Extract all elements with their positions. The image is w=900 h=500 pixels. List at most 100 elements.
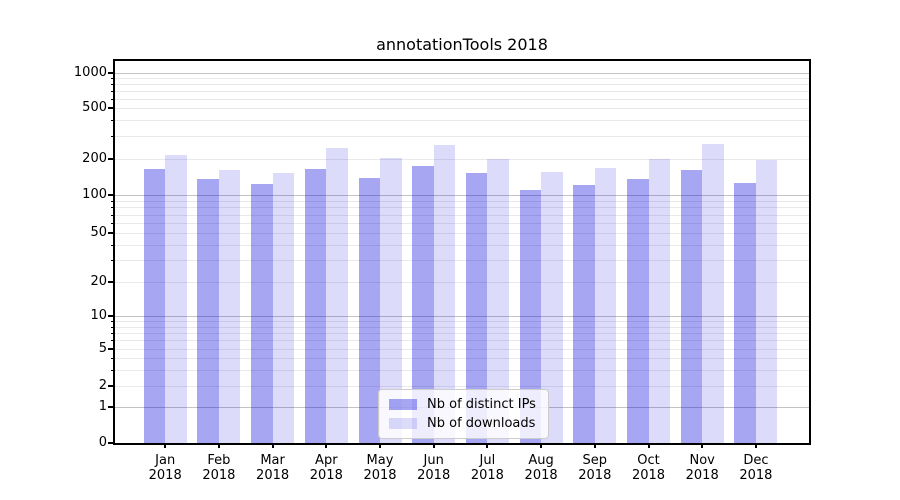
y-tick-mark	[108, 442, 115, 444]
y-tick-label: 2	[98, 378, 107, 393]
bar-distinct-ips-nov	[680, 170, 703, 443]
x-tick-mark	[325, 443, 328, 448]
y-minor-tick-mark	[111, 90, 115, 92]
bar-downloads-apr	[326, 148, 348, 443]
legend-swatch-downloads	[389, 418, 417, 429]
y-gridline	[115, 158, 809, 160]
x-tick-label: Nov 2018	[685, 453, 719, 483]
bar-distinct-ips-oct	[627, 179, 649, 443]
y-minor-tick-mark	[111, 358, 115, 359]
y-minor-gridline	[115, 90, 809, 92]
x-tick-label: Apr 2018	[309, 453, 343, 483]
bar-distinct-ips-feb	[197, 178, 219, 443]
y-minor-tick-mark	[111, 136, 115, 138]
y-minor-gridline	[115, 369, 809, 371]
bar-downloads-jun	[433, 145, 456, 443]
x-tick-mark	[271, 443, 274, 448]
y-minor-tick-mark	[111, 83, 115, 85]
bar-downloads-oct	[648, 158, 670, 443]
y-minor-gridline	[115, 223, 809, 224]
y-minor-gridline	[115, 120, 809, 122]
y-gridline	[115, 349, 809, 350]
y-minor-tick-mark	[111, 223, 115, 224]
y-minor-gridline	[115, 77, 809, 79]
y-minor-tick-mark	[111, 321, 115, 323]
y-minor-gridline	[115, 83, 809, 85]
y-tick-mark	[108, 107, 115, 109]
bar-downloads-dec	[755, 159, 778, 443]
y-minor-gridline	[115, 244, 809, 246]
legend-label-distinct-ips: Nb of distinct IPs	[427, 397, 536, 412]
bar-distinct-ips-jan	[143, 169, 166, 443]
y-tick-mark	[108, 194, 115, 196]
y-minor-tick-mark	[111, 369, 115, 371]
y-tick-mark	[108, 71, 115, 74]
x-tick-label: Feb 2018	[202, 453, 236, 483]
bar-downloads-may	[380, 157, 402, 443]
bar-downloads-sep	[594, 167, 617, 443]
y-tick-label: 1000	[73, 64, 107, 80]
y-tick-mark	[108, 232, 115, 234]
y-minor-tick-mark	[111, 260, 115, 262]
bar-distinct-ips-jul	[465, 173, 488, 443]
y-minor-tick-mark	[111, 244, 115, 246]
x-tick-mark	[647, 443, 650, 448]
y-gridline	[115, 108, 809, 109]
x-tick-label: Jan 2018	[148, 453, 182, 483]
y-tick-label: 20	[90, 274, 107, 289]
y-tick-label: 500	[82, 100, 107, 115]
bar-downloads-nov	[702, 144, 724, 443]
x-tick-mark	[379, 443, 381, 448]
y-minor-gridline	[115, 332, 809, 334]
y-tick-mark	[108, 348, 115, 350]
y-minor-tick-mark	[111, 77, 115, 79]
y-minor-gridline	[115, 260, 809, 262]
y-minor-gridline	[115, 326, 809, 328]
y-minor-gridline	[115, 358, 809, 359]
x-tick-label: Jul 2018	[470, 453, 504, 483]
y-minor-gridline	[115, 200, 809, 202]
x-tick-label: Aug 2018	[524, 453, 558, 483]
y-minor-gridline	[115, 136, 809, 138]
y-minor-gridline	[115, 98, 809, 100]
y-tick-mark	[108, 315, 115, 317]
y-tick-label: 1	[98, 399, 107, 414]
bar-distinct-ips-sep	[573, 185, 595, 443]
y-minor-gridline	[115, 214, 809, 216]
bar-downloads-aug	[541, 171, 563, 443]
y-tick-label: 0	[98, 435, 107, 450]
y-gridline	[115, 233, 809, 234]
chart-title: annotationTools 2018	[376, 35, 548, 54]
y-minor-tick-mark	[111, 120, 115, 122]
y-tick-label: 50	[90, 225, 107, 240]
y-tick-label: 5	[98, 341, 107, 356]
x-tick-label: Dec 2018	[739, 453, 773, 483]
x-tick-label: Jun 2018	[417, 453, 451, 483]
y-gridline	[115, 195, 809, 196]
y-tick-label: 10	[90, 308, 107, 323]
y-tick-mark	[108, 385, 115, 387]
y-tick-label: 100	[82, 187, 107, 202]
bar-downloads-jan	[165, 155, 187, 443]
y-gridline	[115, 386, 809, 387]
y-minor-gridline	[115, 340, 809, 342]
plot-area: Nb of distinct IPs Nb of downloads	[108, 59, 811, 448]
bar-distinct-ips-aug	[519, 189, 542, 443]
x-tick-mark	[486, 443, 489, 448]
bar-downloads-jul	[487, 159, 509, 443]
x-tick-mark	[754, 443, 757, 448]
y-tick-mark	[108, 157, 115, 160]
y-minor-gridline	[115, 207, 809, 209]
x-tick-label: Oct 2018	[631, 453, 666, 483]
y-minor-tick-mark	[111, 332, 115, 334]
x-tick-mark	[701, 443, 704, 448]
legend: Nb of distinct IPs Nb of downloads	[378, 389, 549, 439]
y-gridline	[115, 316, 809, 317]
y-tick-mark	[108, 406, 115, 408]
legend-entry-distinct-ips: Nb of distinct IPs	[389, 397, 536, 412]
bar-downloads-mar	[272, 173, 295, 443]
bar-distinct-ips-may	[358, 178, 380, 443]
x-tick-label: Sep 2018	[578, 453, 612, 483]
x-tick-mark	[593, 443, 596, 448]
